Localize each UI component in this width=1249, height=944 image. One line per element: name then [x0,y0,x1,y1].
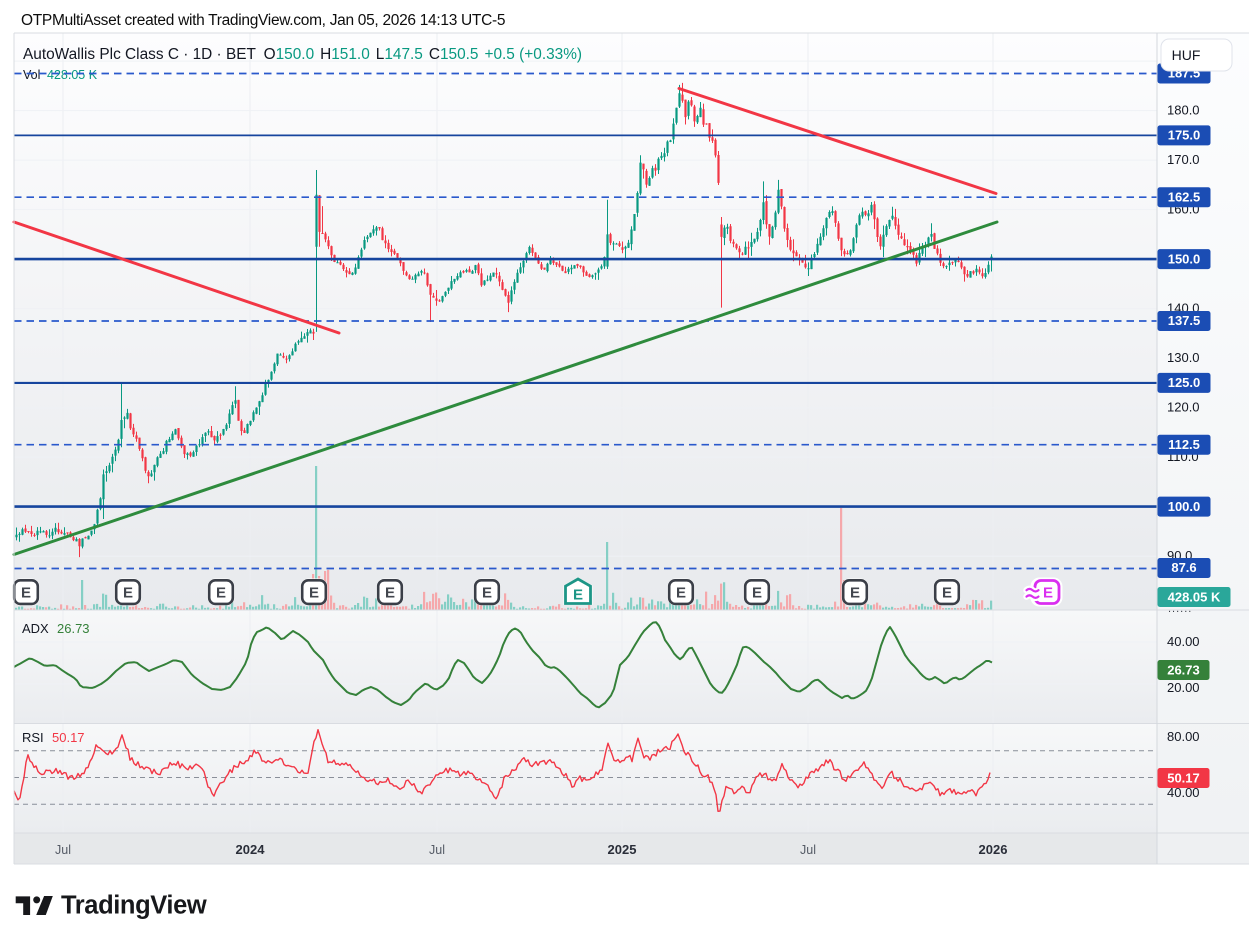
svg-text:OTPMultiAsset created with Tra: OTPMultiAsset created with TradingView.c… [21,12,505,29]
svg-text:2026: 2026 [979,842,1008,857]
svg-text:428.05 K: 428.05 K [1168,590,1221,605]
svg-text:137.5: 137.5 [1168,313,1201,328]
svg-text:E: E [123,585,133,602]
svg-text:AutoWallis Plc Class C · 1D ·: AutoWallis Plc Class C · 1D · BET O150.0 H… [23,46,582,63]
svg-text:HUF: HUF [1172,47,1201,63]
svg-text:E: E [942,585,952,602]
svg-text:2025: 2025 [608,842,637,857]
svg-text:26.73: 26.73 [1167,663,1200,678]
svg-text:E: E [385,585,395,602]
svg-text:150.0: 150.0 [1168,251,1201,266]
svg-text:130.0: 130.0 [1167,350,1200,365]
svg-text:E: E [850,585,860,602]
svg-text:162.5: 162.5 [1168,189,1201,204]
svg-text:2024: 2024 [236,842,266,857]
svg-text:E: E [21,585,31,602]
svg-text:E: E [752,585,762,602]
svg-text:87.6: 87.6 [1171,560,1196,575]
svg-text:ADX: ADX [22,621,49,636]
svg-text:Vol: Vol [23,68,40,82]
svg-text:E: E [309,585,319,602]
svg-text:50.17: 50.17 [52,730,85,745]
svg-text:Jul: Jul [55,843,71,857]
svg-text:175.0: 175.0 [1168,128,1201,143]
svg-text:E: E [573,587,583,604]
svg-text:E: E [1043,585,1053,602]
svg-text:112.5: 112.5 [1168,437,1200,452]
svg-text:E: E [676,585,686,602]
svg-text:......: ...... [1168,603,1192,615]
svg-text:125.0: 125.0 [1168,375,1201,390]
svg-text:100.0: 100.0 [1168,499,1201,514]
svg-text:428.05 K: 428.05 K [47,68,98,82]
svg-text:RSI: RSI [22,730,44,745]
svg-text:170.0: 170.0 [1167,152,1200,167]
svg-text:E: E [216,585,226,602]
svg-text:E: E [482,585,492,602]
svg-text:Jul: Jul [429,843,445,857]
svg-text:20.00: 20.00 [1167,680,1200,695]
svg-text:40.00: 40.00 [1167,785,1200,800]
svg-text:80.00: 80.00 [1167,729,1200,744]
svg-text:Jul: Jul [800,843,816,857]
svg-text:TradingView: TradingView [61,892,207,920]
svg-text:120.0: 120.0 [1167,400,1200,415]
svg-text:180.0: 180.0 [1167,103,1200,118]
svg-text:26.73: 26.73 [57,621,90,636]
svg-text:40.00: 40.00 [1167,634,1200,649]
svg-text:50.17: 50.17 [1167,771,1200,786]
